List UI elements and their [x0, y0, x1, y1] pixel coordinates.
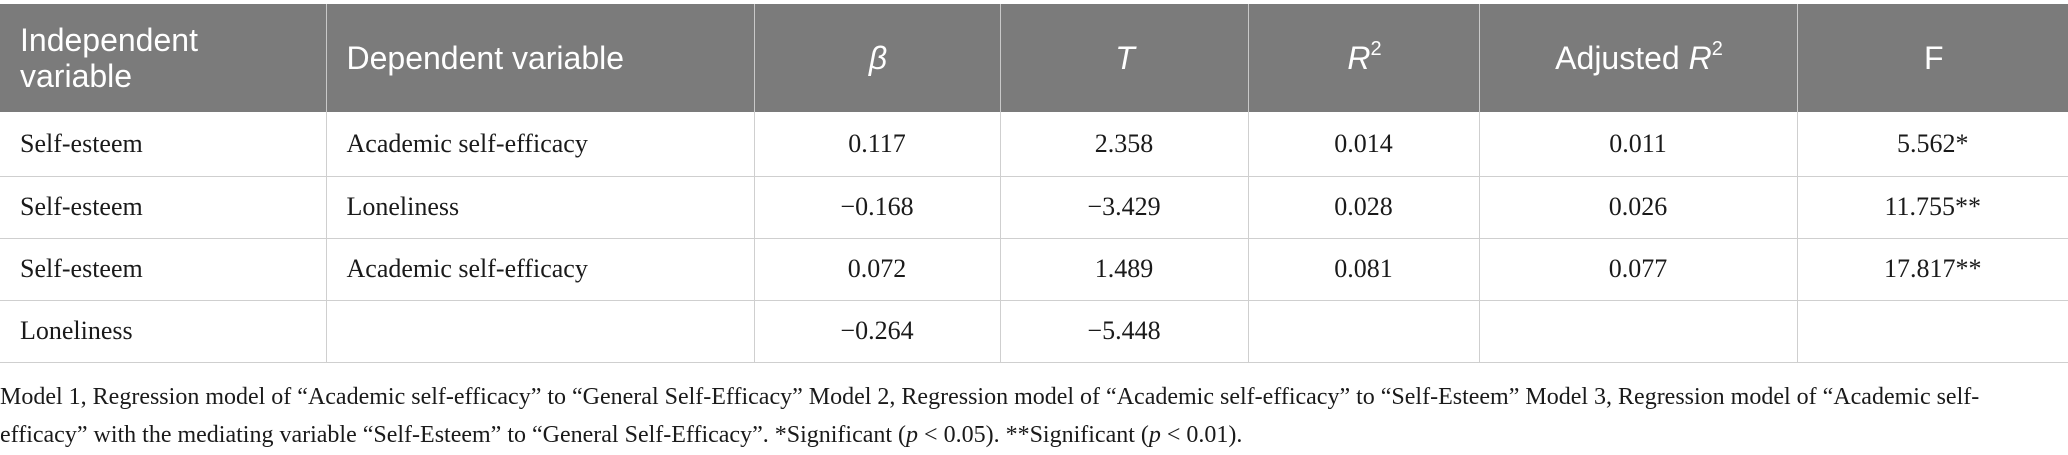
cell-r-squared: 0.014: [1248, 112, 1480, 177]
cell-beta: 0.117: [754, 112, 1001, 177]
cell-beta: 0.072: [754, 238, 1001, 301]
header-adjusted-r-superscript: 2: [1711, 38, 1723, 60]
cell-independent: Self-esteem: [0, 176, 327, 239]
cell-independent: Self-esteem: [0, 112, 327, 177]
table-footnote: Model 1, Regression model of “Academic s…: [0, 378, 2060, 454]
cell-dependent: [326, 300, 755, 363]
header-independent-variable: Independent variable: [0, 4, 327, 112]
cell-adjusted-r-squared: 0.077: [1479, 238, 1798, 301]
header-adjusted-r-symbol: R: [1688, 40, 1712, 76]
cell-independent: Self-esteem: [0, 238, 327, 301]
cell-t: −5.448: [1000, 300, 1249, 363]
table-row: Self-esteem Academic self-efficacy 0.117…: [0, 112, 2068, 177]
cell-f: 17.817**: [1797, 238, 2068, 301]
header-r-superscript: 2: [1370, 38, 1382, 60]
cell-r-squared: 0.081: [1248, 238, 1480, 301]
header-beta-symbol: β: [868, 40, 888, 76]
cell-beta: −0.264: [754, 300, 1001, 363]
header-r-squared: R2: [1248, 4, 1480, 112]
header-dependent-variable: Dependent variable: [326, 4, 755, 112]
footnote-text: Model 1, Regression model of “Academic s…: [0, 384, 1980, 448]
footnote-p-symbol: p: [1148, 422, 1161, 448]
footnote-significance-2: < 0.01).: [1160, 422, 1243, 448]
table-header-row: Independent variable Dependent variable …: [0, 4, 2068, 112]
header-f: F: [1797, 4, 2068, 112]
regression-table-container: Independent variable Dependent variable …: [0, 4, 2068, 363]
cell-dependent: Academic self-efficacy: [326, 238, 755, 301]
cell-adjusted-r-squared: 0.026: [1479, 176, 1798, 239]
cell-adjusted-r-squared: [1479, 300, 1798, 363]
footnote-significance-1: < 0.05). **Significant (: [918, 422, 1149, 448]
cell-adjusted-r-squared: 0.011: [1479, 112, 1798, 177]
cell-dependent: Loneliness: [326, 176, 755, 239]
header-r-symbol: R: [1347, 40, 1371, 76]
cell-f: [1797, 300, 2068, 363]
table-row: Self-esteem Academic self-efficacy 0.072…: [0, 238, 2068, 301]
regression-table: Independent variable Dependent variable …: [0, 4, 2068, 363]
cell-t: 2.358: [1000, 112, 1249, 177]
cell-t: −3.429: [1000, 176, 1249, 239]
header-t: T: [1000, 4, 1249, 112]
cell-dependent: Academic self-efficacy: [326, 112, 755, 177]
cell-t: 1.489: [1000, 238, 1249, 301]
cell-f: 5.562*: [1797, 112, 2068, 177]
footnote-p-symbol: p: [906, 422, 919, 448]
header-adjusted-prefix: Adjusted: [1555, 40, 1689, 76]
cell-beta: −0.168: [754, 176, 1001, 239]
table-row: Self-esteem Loneliness −0.168 −3.429 0.0…: [0, 176, 2068, 239]
header-beta: β: [754, 4, 1001, 112]
cell-r-squared: 0.028: [1248, 176, 1480, 239]
cell-f: 11.755**: [1797, 176, 2068, 239]
header-adjusted-r-squared: Adjusted R2: [1479, 4, 1798, 112]
cell-r-squared: [1248, 300, 1480, 363]
cell-independent: Loneliness: [0, 300, 327, 363]
table-row: Loneliness −0.264 −5.448: [0, 300, 2068, 363]
header-t-symbol: T: [1115, 40, 1135, 76]
